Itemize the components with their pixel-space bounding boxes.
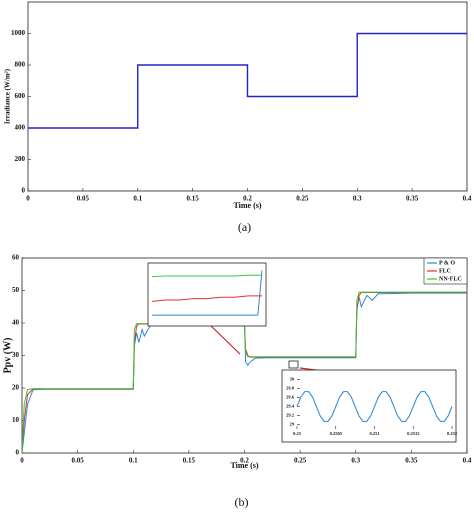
series-line	[296, 391, 453, 422]
y-tick-label: 800	[15, 61, 26, 69]
legend-label: FLC	[439, 268, 451, 274]
chart-a: 0 0.05 0.1 0.15 0.2 0.25 0.3 0.35 0.4 0 200 400 600 8…	[4, 1, 472, 234]
inset-frame	[147, 262, 267, 327]
x-tick-label: 0.2	[240, 457, 249, 465]
y-tick-label: 29.2	[286, 413, 295, 418]
y-axis-label: Ppv (W)	[2, 338, 13, 374]
x-tick-label: 0.1	[133, 195, 142, 203]
y-tick-label: 40	[12, 319, 20, 327]
x-tick-label: 0	[20, 457, 24, 465]
y-tick-label: 0	[22, 187, 26, 195]
x-axis-label: Time (s)	[230, 461, 258, 470]
y-tick-label: 30	[290, 377, 295, 382]
y-axis-label: Irradiance (W/m²)	[4, 68, 12, 124]
y-tick-label: 29.6	[286, 395, 295, 400]
series-line	[151, 295, 262, 302]
inset-frame	[281, 369, 457, 443]
x-tick-label: 0.3	[353, 195, 362, 203]
y-tick-label: 400	[15, 124, 26, 132]
x-tick-label: 0.1	[129, 457, 138, 465]
x-tick-label: 0.05	[77, 195, 90, 203]
x-tick-label: 0.2	[243, 195, 252, 203]
x-tick-label: 0.2505	[330, 431, 343, 436]
legend-label: P & O	[439, 260, 455, 266]
x-tick-label: 0.05	[72, 457, 85, 465]
inset-2: 0.25 0.2505 0.251 0.2515 0.252 29 29.2 29.4 29.6…	[286, 377, 458, 437]
x-tick-label: 0.25	[296, 195, 309, 203]
y-tick-label: 29	[290, 422, 295, 427]
y-tick-label: 200	[15, 155, 26, 163]
series-line	[151, 274, 262, 278]
x-tick-label: 0.2515	[407, 431, 420, 436]
x-tick-label: 0.15	[187, 195, 200, 203]
x-tick-label: 0.251	[369, 431, 380, 436]
x-tick-label: 0.35	[405, 457, 418, 465]
x-axis-label: Time (s)	[233, 201, 261, 210]
y-tick-label: 30	[12, 351, 20, 359]
caption: (a)	[238, 220, 251, 234]
y-tick-label: 29.4	[286, 404, 295, 409]
zoom-connector	[207, 322, 241, 355]
x-tick-label: 0.35	[406, 195, 419, 203]
x-tick-label: 0	[26, 195, 30, 203]
x-tick-label: 0.3	[351, 457, 360, 465]
inset-1	[151, 270, 263, 316]
y-tick-label: 50	[12, 286, 20, 294]
y-tick-label: 60	[12, 254, 20, 262]
caption: (b)	[235, 495, 249, 509]
series-line	[152, 270, 263, 316]
y-tick-label: 600	[15, 92, 26, 100]
x-tick-label: 0.25	[293, 431, 302, 436]
chart-b: 0 0.05 0.1 0.15 0.2 0.25 0.3 0.35 0.4 0 10 20 30 40 50…	[2, 254, 472, 509]
y-tick-label: 10	[12, 416, 20, 424]
series-line	[28, 32, 467, 129]
y-tick-label: 0	[16, 449, 20, 457]
x-tick-label: 0.4	[463, 457, 472, 465]
y-tick-label: 20	[12, 384, 20, 392]
legend-label: NN-FLC	[439, 276, 462, 282]
y-tick-label: 29.8	[286, 386, 295, 391]
zoom-marker	[288, 360, 299, 369]
x-tick-label: 0.252	[447, 431, 458, 436]
x-tick-label: 0.15	[183, 457, 196, 465]
x-tick-label: 0.4	[463, 195, 472, 203]
y-tick-label: 1000	[11, 29, 26, 37]
x-tick-label: 0.25	[294, 457, 307, 465]
